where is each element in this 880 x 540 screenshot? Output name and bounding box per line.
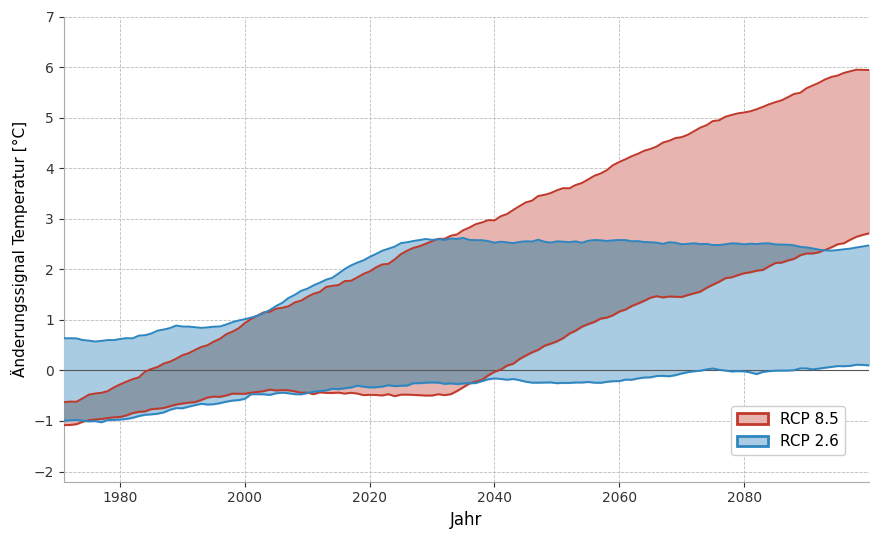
X-axis label: Jahr: Jahr — [451, 511, 482, 529]
Y-axis label: Änderungssignal Temperatur [°C]: Änderungssignal Temperatur [°C] — [11, 121, 28, 377]
Legend: RCP 8.5, RCP 2.6: RCP 8.5, RCP 2.6 — [731, 406, 845, 455]
